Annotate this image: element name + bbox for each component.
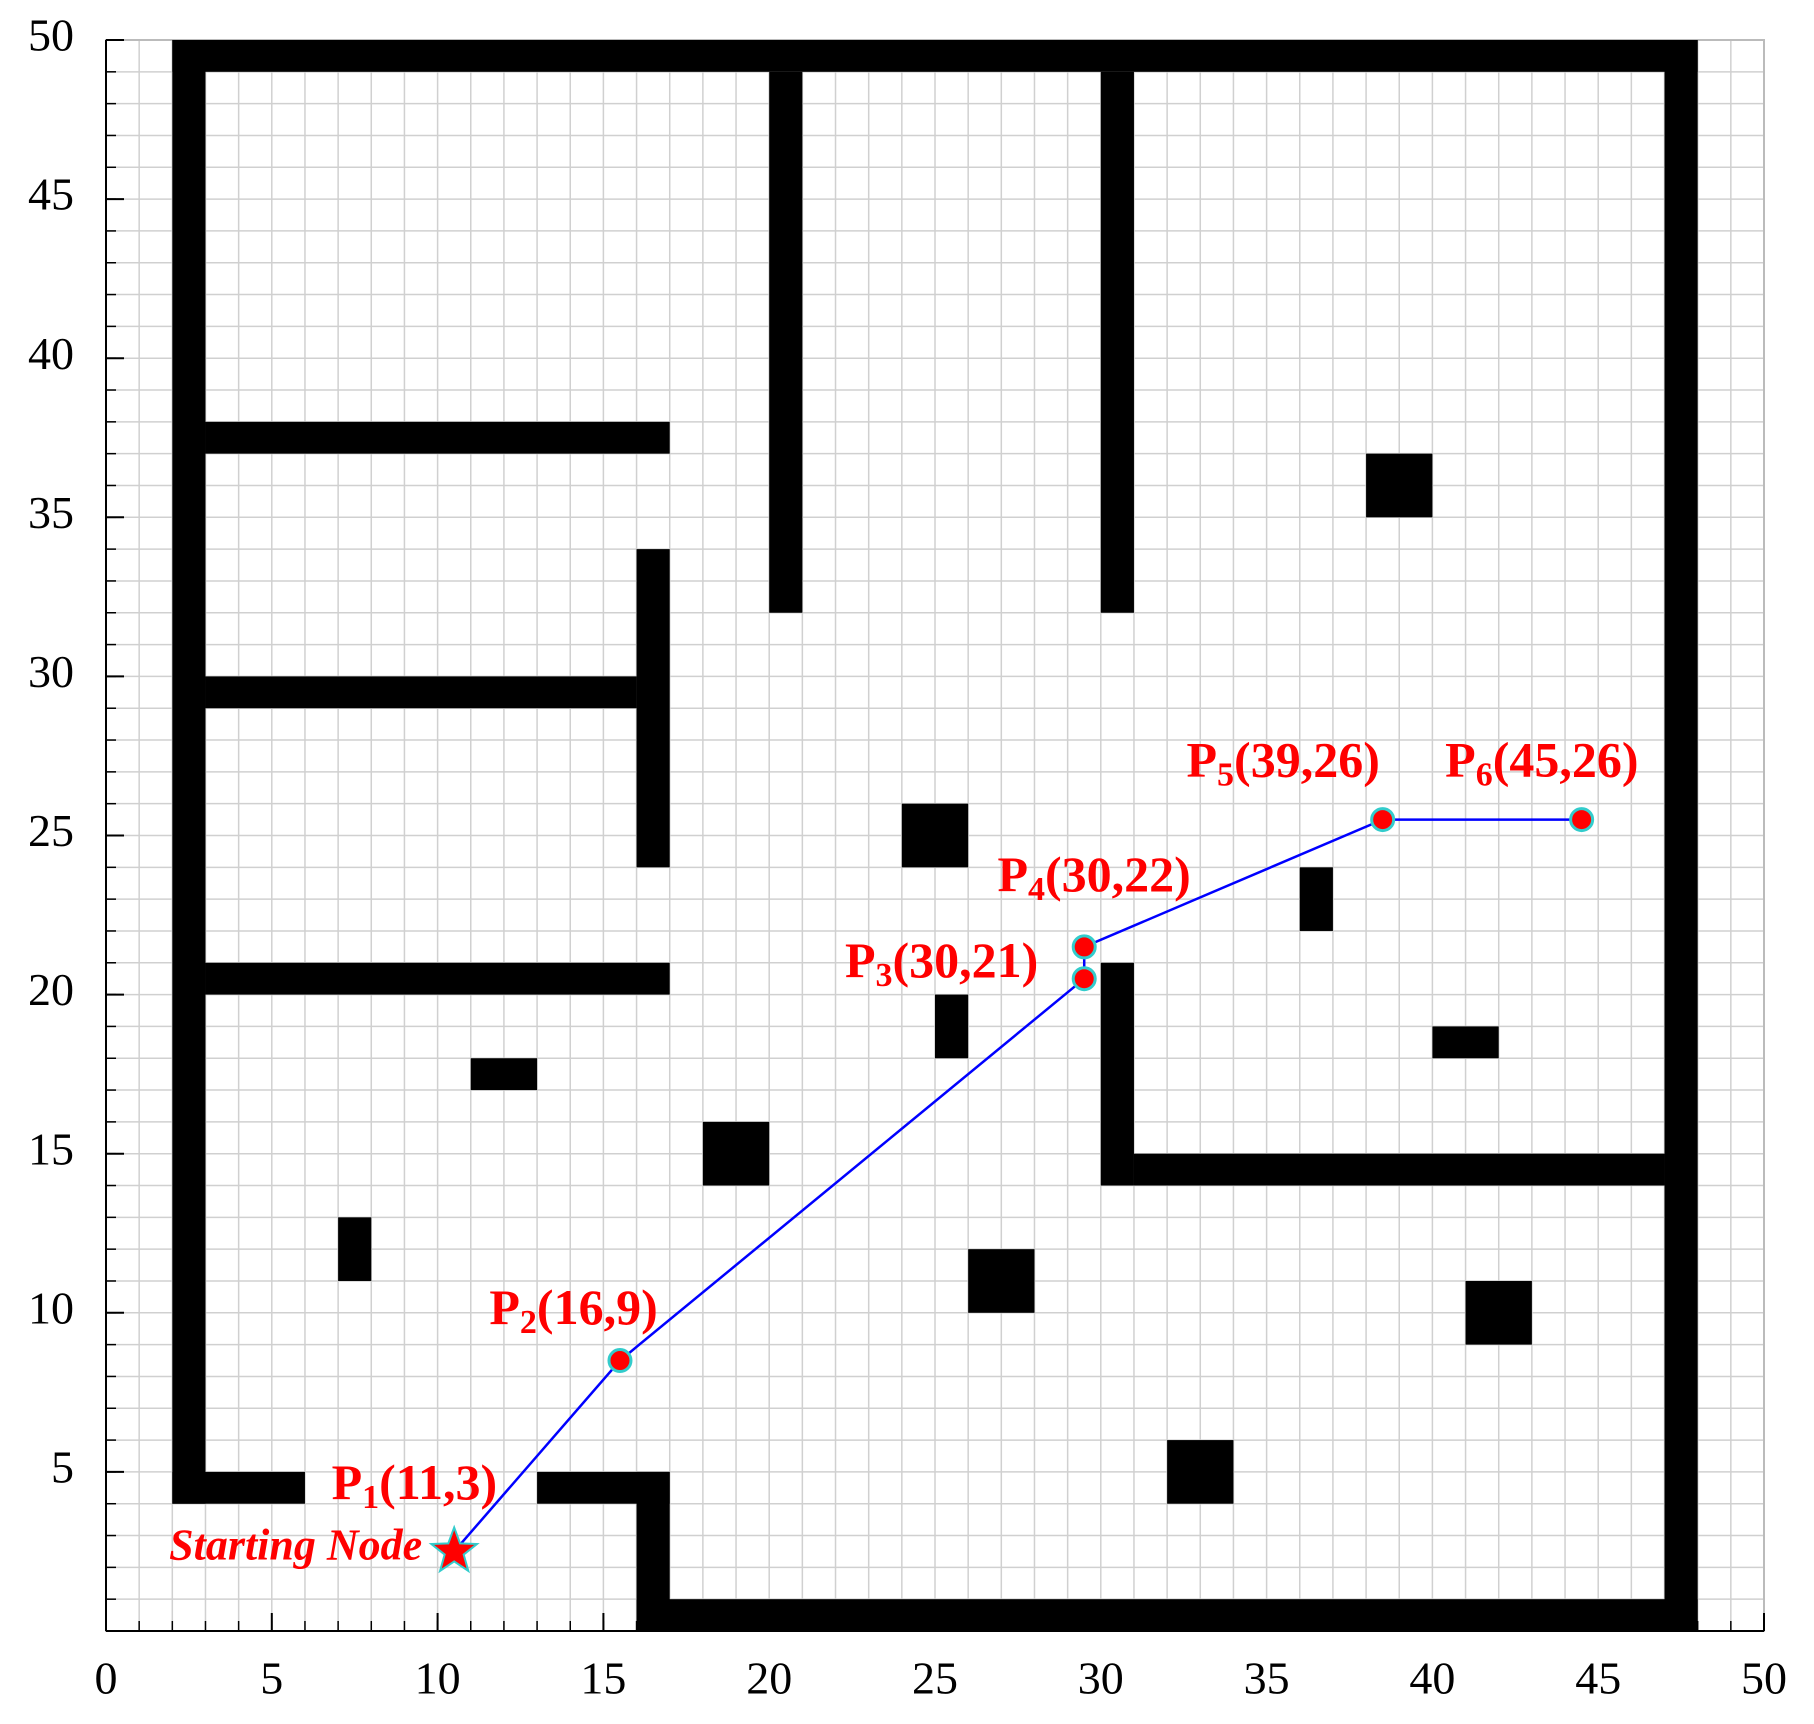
point-coord: (30,22) bbox=[1045, 847, 1191, 903]
obstacle bbox=[172, 40, 206, 1504]
y-tick-label: 40 bbox=[28, 328, 74, 379]
obstacle bbox=[172, 1471, 305, 1504]
point-name: P bbox=[489, 1279, 520, 1335]
path-line bbox=[453, 818, 1582, 1553]
y-tick-label: 10 bbox=[28, 1282, 74, 1333]
point-label: P6(45,26) bbox=[1445, 732, 1638, 793]
obstacle bbox=[968, 1249, 1035, 1313]
obstacle bbox=[1465, 1280, 1532, 1345]
obstacle bbox=[702, 1121, 770, 1186]
obstacle bbox=[901, 803, 969, 868]
point-name: P bbox=[997, 847, 1028, 903]
point-coord: (39,26) bbox=[1234, 732, 1380, 788]
point-name: P bbox=[845, 932, 876, 988]
obstacle bbox=[205, 421, 670, 454]
point-coord: (30,21) bbox=[892, 932, 1038, 988]
obstacle bbox=[1167, 1440, 1234, 1504]
point-name: P bbox=[1445, 732, 1476, 788]
obstacle bbox=[1432, 1026, 1499, 1059]
point-label: P1(11,3) bbox=[332, 1454, 498, 1515]
x-tick-label: 50 bbox=[1741, 1653, 1787, 1704]
point-sub: 5 bbox=[1217, 756, 1234, 793]
point-sub: 4 bbox=[1028, 871, 1045, 908]
x-tick-label: 35 bbox=[1244, 1653, 1290, 1704]
obstacle bbox=[1100, 962, 1134, 1186]
obstacle bbox=[205, 962, 670, 995]
point-name: P bbox=[1187, 732, 1218, 788]
point-coord: (45,26) bbox=[1493, 732, 1639, 788]
x-tick-label: 5 bbox=[260, 1653, 283, 1704]
obstacle bbox=[636, 549, 670, 868]
waypoint bbox=[1569, 807, 1595, 833]
point-name: P bbox=[332, 1454, 363, 1510]
obstacle bbox=[1133, 1153, 1665, 1186]
obstacle bbox=[1366, 453, 1433, 518]
x-tick-label: 15 bbox=[580, 1653, 626, 1704]
point-coord: (11,3) bbox=[379, 1454, 497, 1510]
point-label: P4(30,22) bbox=[997, 847, 1190, 908]
start-marker bbox=[428, 1524, 480, 1574]
point-label: P2(16,9) bbox=[489, 1279, 657, 1340]
point-coord: (16,9) bbox=[537, 1279, 658, 1335]
point-sub: 3 bbox=[875, 957, 892, 994]
waypoint bbox=[1071, 966, 1097, 992]
y-tick-label: 30 bbox=[28, 646, 74, 697]
x-tick-label: 30 bbox=[1078, 1653, 1124, 1704]
obstacle bbox=[338, 1217, 372, 1281]
x-tick-label: 10 bbox=[415, 1653, 461, 1704]
obstacle bbox=[636, 1599, 1698, 1631]
y-tick-label: 25 bbox=[28, 805, 74, 856]
waypoint bbox=[1071, 934, 1097, 960]
obstacle bbox=[935, 994, 969, 1059]
point-sub: 1 bbox=[362, 1479, 379, 1516]
obstacle bbox=[769, 71, 803, 613]
y-tick-label: 15 bbox=[28, 1123, 74, 1174]
y-tick-label: 50 bbox=[28, 10, 74, 61]
x-tick-label: 20 bbox=[746, 1653, 792, 1704]
obstacle bbox=[1299, 867, 1333, 931]
point-sub: 2 bbox=[520, 1304, 537, 1341]
y-tick-label: 35 bbox=[28, 487, 74, 538]
obstacle bbox=[172, 40, 1698, 72]
point-label: P5(39,26) bbox=[1187, 732, 1380, 793]
obstacle bbox=[1100, 71, 1134, 613]
obstacle bbox=[537, 1471, 670, 1504]
y-tick-label: 20 bbox=[28, 964, 74, 1015]
obstacle bbox=[1664, 40, 1698, 1631]
obstacle bbox=[470, 1058, 538, 1091]
point-label: P3(30,21) bbox=[845, 932, 1038, 993]
x-tick-label: 45 bbox=[1575, 1653, 1621, 1704]
start-label: Starting Node bbox=[169, 1521, 422, 1570]
point-sub: 6 bbox=[1476, 756, 1493, 793]
x-tick-label: 0 bbox=[95, 1653, 118, 1704]
waypoint bbox=[1370, 807, 1396, 833]
waypoint bbox=[607, 1348, 633, 1374]
obstacle bbox=[205, 676, 637, 709]
y-tick-label: 5 bbox=[51, 1441, 74, 1492]
x-tick-label: 25 bbox=[912, 1653, 958, 1704]
x-tick-label: 40 bbox=[1409, 1653, 1455, 1704]
y-tick-label: 45 bbox=[28, 169, 74, 220]
